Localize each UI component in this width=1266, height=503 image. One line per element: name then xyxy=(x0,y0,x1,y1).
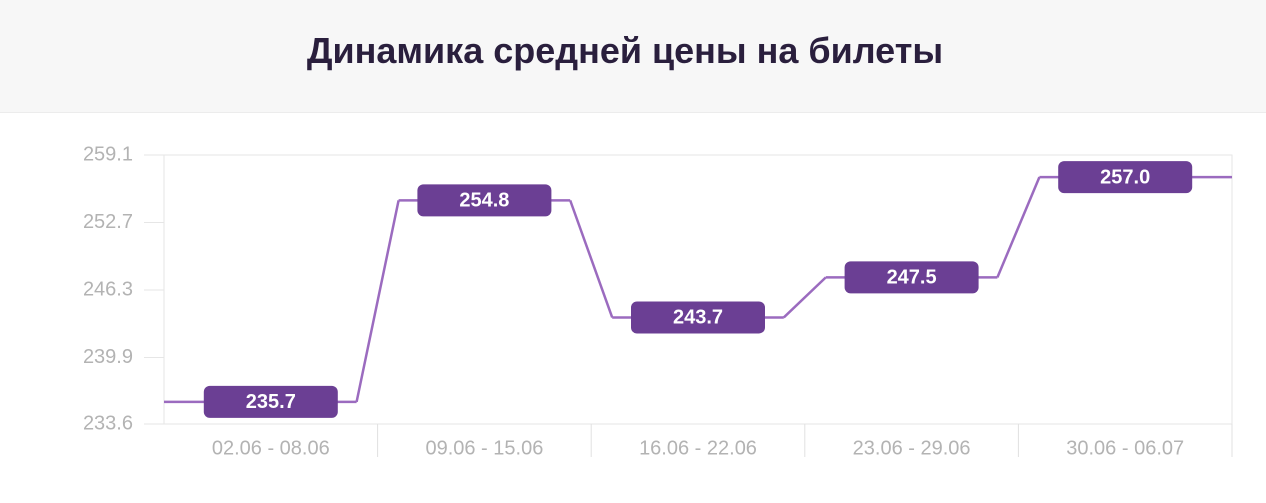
value-label: 254.8 xyxy=(459,190,509,212)
line-connector xyxy=(782,276,827,319)
header: Динамика средней цены на билеты xyxy=(0,0,1266,113)
value-label: 257.0 xyxy=(1100,166,1150,188)
line-connector xyxy=(355,200,400,403)
y-tick-label: 246.3 xyxy=(83,278,133,300)
value-label-box xyxy=(1058,161,1193,194)
plot-border xyxy=(163,154,1233,425)
line-connector xyxy=(569,199,614,318)
x-tick-label: 02.06 - 08.06 xyxy=(212,437,330,459)
x-tick-label: 09.06 - 15.06 xyxy=(425,437,543,459)
x-tick-label: 23.06 - 29.06 xyxy=(853,437,971,459)
value-label-box xyxy=(844,261,979,294)
y-tick-label: 233.6 xyxy=(83,412,133,434)
line-connector xyxy=(996,176,1041,278)
x-tick-label: 30.06 - 06.07 xyxy=(1066,437,1184,459)
chart-title: Динамика средней цены на билеты xyxy=(306,30,944,71)
value-label: 247.5 xyxy=(887,267,937,289)
x-tick-label: 16.06 - 22.06 xyxy=(639,437,757,459)
value-label: 235.7 xyxy=(246,391,296,413)
value-label-box xyxy=(631,301,765,334)
value-label-box xyxy=(203,385,338,418)
y-tick-label: 259.1 xyxy=(83,143,133,165)
value-label: 243.7 xyxy=(673,307,723,329)
y-tick-label: 239.9 xyxy=(83,346,133,368)
value-label-box xyxy=(417,184,552,217)
y-tick-label: 252.7 xyxy=(83,211,133,233)
